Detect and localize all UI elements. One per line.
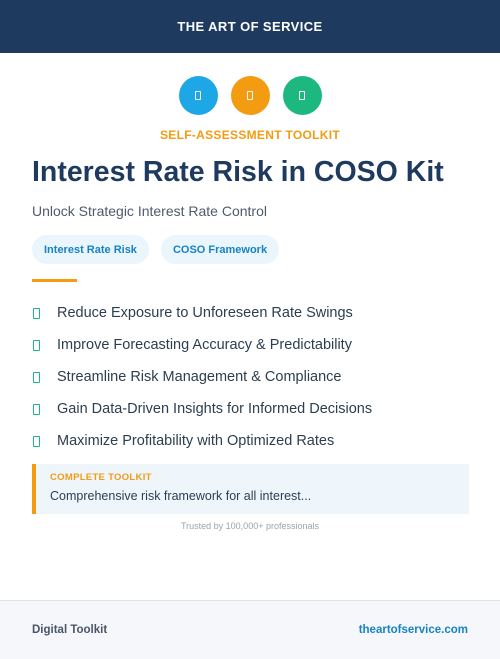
document-icon <box>230 76 270 115</box>
check-icon <box>33 371 40 383</box>
toolkit-callout: COMPLETE TOOLKIT Comprehensive risk fram… <box>32 464 469 514</box>
check-icon <box>33 435 40 447</box>
document-icon <box>282 76 322 115</box>
tag-list: Interest Rate Risk COSO Framework <box>32 235 280 264</box>
check-icon <box>33 403 40 415</box>
check-icon <box>33 339 40 351</box>
trusted-note: Trusted by 100,000+ professionals <box>180 521 319 531</box>
website-link[interactable]: theartofservice.com <box>358 624 468 636</box>
benefit-text: Gain Data-Driven Insights for Informed D… <box>57 401 373 417</box>
document-icon <box>178 76 218 115</box>
callout-label: COMPLETE TOOLKIT <box>50 472 152 483</box>
accent-divider <box>32 279 77 282</box>
benefit-list: Reduce Exposure to Unforeseen Rate Swing… <box>32 297 472 457</box>
list-item: Maximize Profitability with Optimized Ra… <box>32 425 472 457</box>
benefit-text: Streamline Risk Management & Compliance <box>57 369 342 385</box>
brand-name: THE ART OF SERVICE <box>177 19 323 34</box>
list-item: Gain Data-Driven Insights for Informed D… <box>32 393 472 425</box>
benefit-text: Improve Forecasting Accuracy & Predictab… <box>57 337 352 353</box>
list-item: Streamline Risk Management & Compliance <box>32 361 472 393</box>
footer-label: Digital Toolkit <box>32 624 108 636</box>
tag-interest-rate-risk: Interest Rate Risk <box>32 235 149 264</box>
icon-row <box>0 76 500 115</box>
tag-coso-framework: COSO Framework <box>160 235 280 264</box>
benefit-text: Reduce Exposure to Unforeseen Rate Swing… <box>57 305 353 321</box>
list-item: Reduce Exposure to Unforeseen Rate Swing… <box>32 297 472 329</box>
footer: Digital Toolkit theartofservice.com <box>0 600 500 659</box>
header-bar: THE ART OF SERVICE <box>0 0 500 53</box>
page-title: Interest Rate Risk in COSO Kit <box>32 156 444 188</box>
list-item: Improve Forecasting Accuracy & Predictab… <box>32 329 472 361</box>
benefit-text: Maximize Profitability with Optimized Ra… <box>57 433 335 449</box>
eyebrow-label: SELF-ASSESSMENT TOOLKIT <box>159 128 341 142</box>
check-icon <box>33 307 40 319</box>
callout-text: Comprehensive risk framework for all int… <box>50 489 312 503</box>
page-subtitle: Unlock Strategic Interest Rate Control <box>32 203 267 219</box>
